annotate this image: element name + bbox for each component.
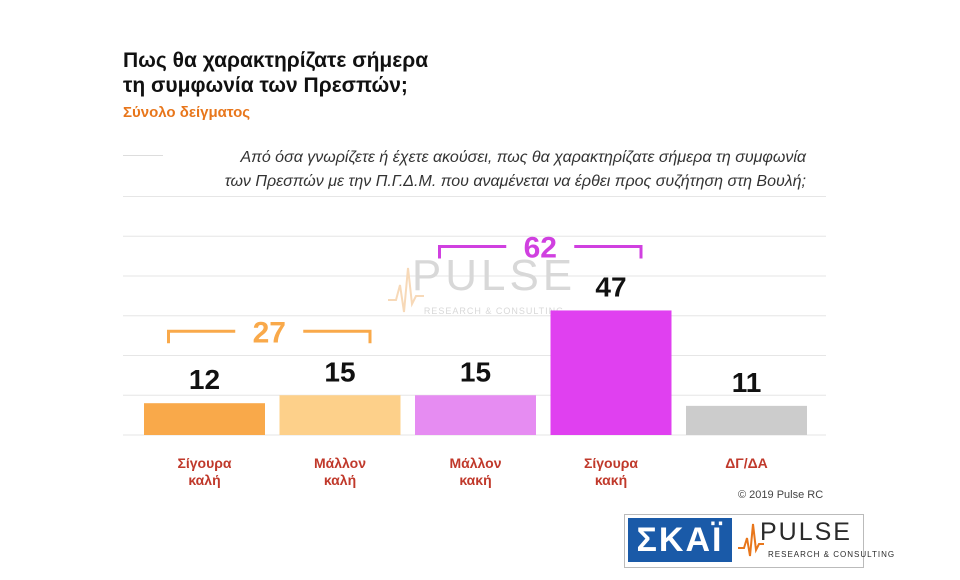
group-total-label: 27 (253, 316, 286, 349)
pulse-wave-icon (738, 523, 764, 557)
survey-question: Από όσα γνωρίζετε ή έχετε ακούσει, πως θ… (150, 146, 806, 194)
copyright-text: © 2019 Pulse RC (738, 489, 824, 501)
bar (279, 395, 401, 435)
group-total-label: 62 (524, 231, 557, 264)
bar (550, 310, 672, 435)
data-label: 15 (324, 356, 355, 387)
category-label: καλή (188, 472, 220, 488)
group-bracket (574, 244, 643, 259)
question-divider (123, 155, 163, 156)
category-label: κακή (459, 472, 491, 488)
bar (415, 395, 536, 435)
data-label: 12 (189, 364, 220, 395)
question-line-2: των Πρεσπών με την Π.Γ.Δ.Μ. που αναμένετ… (224, 173, 806, 190)
group-bracket (167, 329, 236, 344)
data-label: 47 (595, 271, 626, 302)
data-label: 11 (732, 367, 762, 398)
pulse-logo: PULSE (760, 518, 852, 546)
data-label: 15 (460, 356, 491, 387)
category-label: Μάλλον (314, 455, 366, 471)
category-label: Μάλλον (449, 455, 501, 471)
watermark-subtext: RESEARCH & CONSULTING (424, 306, 564, 316)
category-label: κακή (595, 472, 627, 488)
bar (686, 405, 807, 435)
category-label: ΔΓ/ΔΑ (725, 455, 768, 471)
title-line-1: Πως θα χαρακτηρίζατε σήμερα (123, 49, 429, 72)
skai-logo: ΣΚΑΪ (628, 518, 732, 562)
bar (144, 403, 265, 435)
chart-title: Πως θα χαρακτηρίζατε σήμερα τη συμφωνία … (123, 48, 573, 98)
category-label: καλή (324, 472, 356, 488)
chart-subtitle: Σύνολο δείγματος (123, 104, 251, 121)
watermark-wave (388, 267, 424, 313)
pulse-logo-subtitle: RESEARCH & CONSULTING (768, 550, 896, 559)
title-line-2: τη συμφωνία των Πρεσπών; (123, 74, 408, 97)
group-bracket (438, 244, 507, 259)
category-label: Σίγουρα (584, 455, 638, 471)
watermark-text: PULSE (412, 251, 576, 300)
question-line-1: Από όσα γνωρίζετε ή έχετε ακούσει, πως θ… (240, 149, 806, 166)
category-label: Σίγουρα (177, 455, 231, 471)
group-bracket (303, 329, 372, 344)
